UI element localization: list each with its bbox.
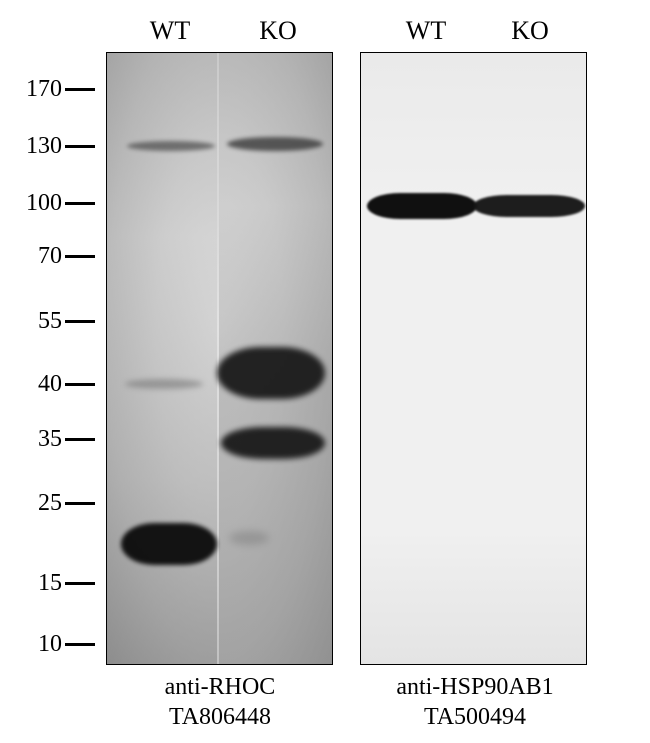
mw-tick-15 (65, 582, 95, 585)
band-left-wt-130 (127, 141, 215, 151)
mw-tick-25 (65, 502, 95, 505)
band-left-wt-20 (121, 523, 217, 565)
lane-label-right-wt: WT (396, 16, 456, 46)
mw-label-25: 25 (12, 490, 62, 517)
lane-label-left-ko: KO (248, 16, 308, 46)
antibody-right-catalog: TA500494 (424, 704, 526, 730)
antibody-right-name: anti-HSP90AB1 (396, 674, 553, 700)
antibody-label-right: anti-HSP90AB1 TA500494 (370, 672, 580, 732)
band-right-ko-95 (473, 195, 585, 217)
lane-label-right-ko: KO (500, 16, 560, 46)
mw-label-170: 170 (12, 76, 62, 103)
mw-tick-10 (65, 643, 95, 646)
antibody-label-left: anti-RHOC TA806448 (125, 672, 315, 732)
western-blot-figure: WT KO WT KO 170 130 100 70 55 40 35 25 1… (0, 0, 650, 743)
band-left-ko-43 (217, 347, 325, 399)
mw-label-35: 35 (12, 426, 62, 453)
mw-tick-170 (65, 88, 95, 91)
mw-tick-100 (65, 202, 95, 205)
mw-label-100: 100 (12, 190, 62, 217)
blot-left-inner (107, 53, 332, 664)
band-left-ko-130 (227, 137, 323, 151)
mw-tick-70 (65, 255, 95, 258)
antibody-left-catalog: TA806448 (169, 704, 271, 730)
antibody-left-name: anti-RHOC (165, 674, 276, 700)
mw-label-55: 55 (12, 308, 62, 335)
band-left-ko-34 (221, 427, 325, 459)
mw-label-10: 10 (12, 631, 62, 658)
blot-right-hsp90ab1 (360, 52, 587, 665)
mw-label-70: 70 (12, 243, 62, 270)
blot-right-inner (361, 53, 586, 664)
mw-tick-35 (65, 438, 95, 441)
band-left-ko-20-faint (229, 531, 269, 545)
mw-tick-130 (65, 145, 95, 148)
band-left-wt-40 (125, 379, 203, 389)
mw-tick-55 (65, 320, 95, 323)
band-right-wt-95 (367, 193, 477, 219)
lane-label-left-wt: WT (140, 16, 200, 46)
mw-tick-40 (65, 383, 95, 386)
mw-label-15: 15 (12, 570, 62, 597)
blot-left-rhoc (106, 52, 333, 665)
mw-label-40: 40 (12, 371, 62, 398)
mw-label-130: 130 (12, 133, 62, 160)
